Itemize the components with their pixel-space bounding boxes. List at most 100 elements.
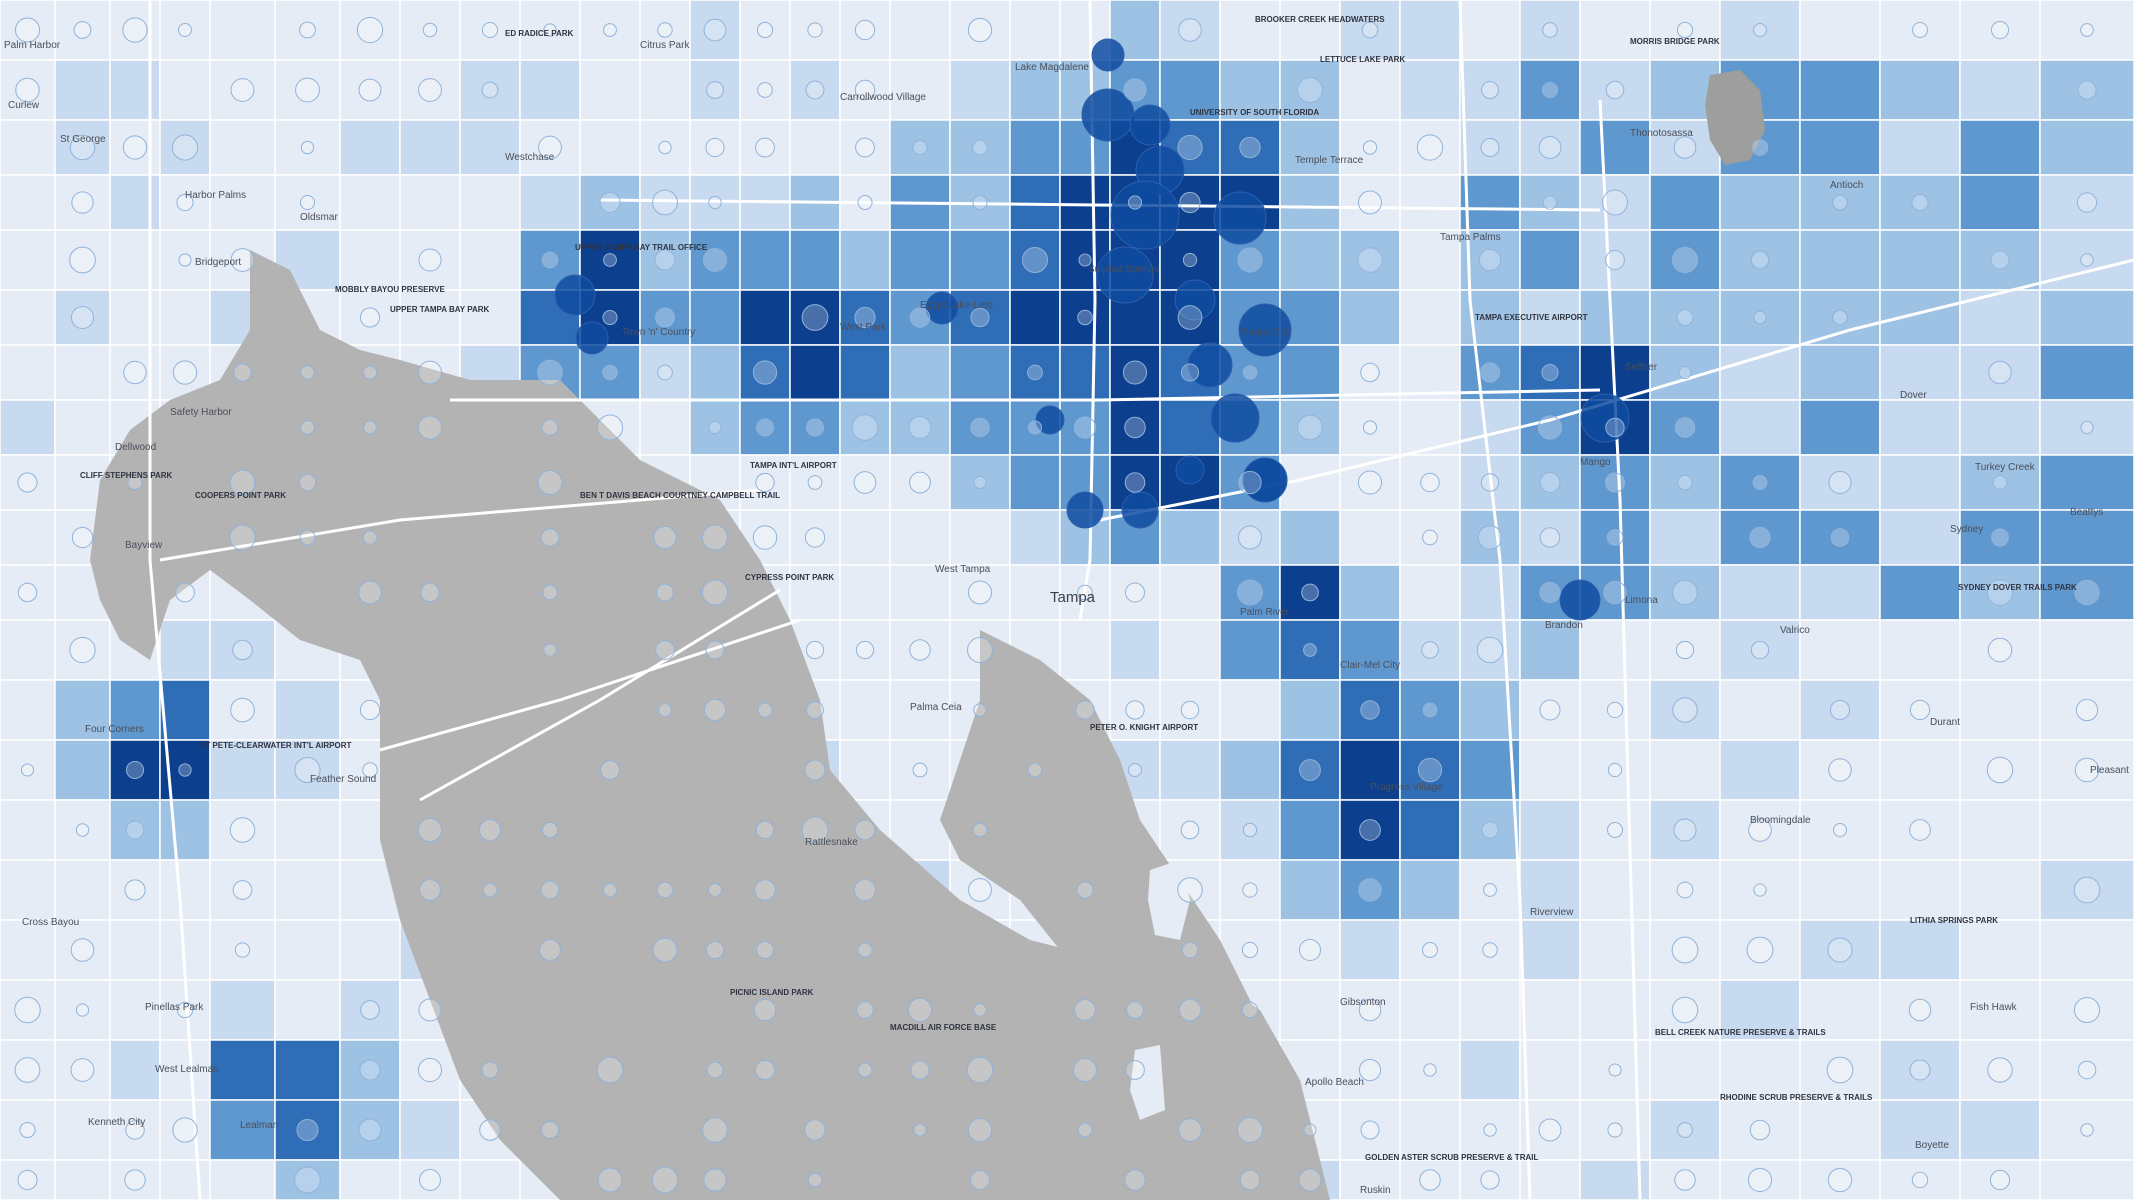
census-tract[interactable] — [399, 119, 461, 176]
bubble-marker[interactable] — [653, 525, 677, 550]
bubble-marker[interactable] — [1542, 22, 1558, 38]
census-tract[interactable] — [1879, 979, 1961, 1041]
bubble-marker[interactable] — [2077, 80, 2097, 100]
census-tract[interactable] — [1339, 0, 1401, 61]
bubble-marker[interactable] — [1911, 1171, 1929, 1189]
bubble-marker[interactable] — [909, 471, 931, 494]
bubble-marker[interactable] — [755, 472, 775, 493]
bubble-marker[interactable] — [1362, 420, 1378, 435]
bubble-marker[interactable] — [603, 23, 617, 37]
bubble-marker[interactable] — [1671, 246, 1699, 274]
bubble-marker[interactable] — [125, 1120, 145, 1140]
bubble-marker[interactable] — [1177, 305, 1203, 330]
bubble-marker[interactable] — [124, 879, 146, 901]
census-tract[interactable] — [1009, 454, 1061, 511]
census-tract[interactable] — [2039, 59, 2134, 121]
census-tract[interactable] — [1059, 289, 1111, 346]
bubble-marker[interactable] — [854, 306, 876, 329]
census-tract[interactable] — [159, 289, 211, 346]
census-tract[interactable] — [1339, 119, 1401, 176]
census-tract[interactable] — [1959, 174, 2041, 231]
bubble-marker[interactable] — [602, 309, 618, 326]
bubble-marker[interactable] — [1021, 246, 1049, 274]
bubble-marker[interactable] — [1361, 21, 1379, 39]
bubble-marker[interactable] — [70, 1058, 95, 1082]
bubble-marker[interactable] — [970, 1170, 990, 1190]
census-tract[interactable] — [739, 289, 791, 346]
census-tract[interactable] — [1879, 0, 1961, 61]
census-tract[interactable] — [839, 289, 891, 346]
bubble-marker[interactable] — [2074, 579, 2100, 606]
census-tract[interactable] — [339, 1039, 401, 1101]
bubble-marker[interactable] — [651, 1166, 679, 1194]
census-tract[interactable] — [1879, 289, 1961, 346]
census-tract[interactable] — [789, 344, 841, 401]
bubble-marker[interactable] — [70, 938, 95, 962]
census-tract[interactable] — [1339, 919, 1401, 981]
bubble-marker[interactable] — [122, 17, 148, 43]
census-tract[interactable] — [2039, 1039, 2134, 1101]
census-tract[interactable] — [1519, 509, 1581, 566]
bubble-marker[interactable] — [1539, 472, 1561, 493]
census-tract[interactable] — [0, 919, 56, 981]
census-tract[interactable] — [1799, 564, 1881, 621]
census-tract[interactable] — [274, 739, 341, 801]
census-tract[interactable] — [1579, 174, 1651, 231]
bubble-marker[interactable] — [417, 415, 443, 440]
census-tract[interactable] — [1799, 0, 1881, 61]
bubble-marker[interactable] — [801, 304, 829, 331]
bubble-marker[interactable] — [418, 248, 442, 272]
census-tract[interactable] — [1879, 619, 1961, 681]
bubble-marker[interactable] — [362, 762, 378, 778]
bubble-marker[interactable] — [1482, 942, 1498, 958]
bubble-marker[interactable] — [539, 939, 561, 961]
census-tract[interactable] — [1219, 619, 1281, 681]
census-tract[interactable] — [339, 289, 401, 346]
bubble-marker[interactable] — [1603, 580, 1627, 605]
census-tract[interactable] — [1219, 509, 1281, 566]
census-tract[interactable] — [1719, 739, 1801, 801]
bubble-marker[interactable] — [1127, 195, 1143, 210]
census-tract[interactable] — [1649, 1099, 1721, 1161]
census-tract[interactable] — [1009, 59, 1061, 121]
bubble-marker[interactable] — [17, 582, 38, 603]
bubble-marker[interactable] — [1124, 472, 1146, 493]
census-tract[interactable] — [109, 739, 161, 801]
census-tract[interactable] — [1399, 0, 1461, 61]
bubble-marker[interactable] — [757, 702, 773, 718]
bubble-marker[interactable] — [1986, 756, 2014, 784]
census-tract[interactable] — [1799, 344, 1881, 401]
bubble-marker[interactable] — [478, 818, 502, 842]
census-tract[interactable] — [209, 619, 276, 681]
bubble-marker[interactable] — [358, 78, 382, 102]
census-tract[interactable] — [54, 859, 111, 921]
census-tract[interactable] — [1799, 739, 1881, 801]
bubble-marker[interactable] — [1035, 405, 1065, 435]
bubble-marker[interactable] — [229, 817, 256, 843]
census-tract[interactable] — [949, 229, 1011, 291]
bubble-marker[interactable] — [1674, 417, 1696, 438]
bubble-marker[interactable] — [1178, 18, 1202, 42]
bubble-marker[interactable] — [596, 1056, 624, 1084]
bubble-marker[interactable] — [71, 191, 94, 214]
bubble-marker[interactable] — [419, 879, 441, 901]
bubble-marker[interactable] — [754, 1059, 776, 1081]
bubble-marker[interactable] — [1990, 20, 2010, 40]
bubble-marker[interactable] — [2080, 253, 2094, 267]
census-tract[interactable] — [159, 59, 211, 121]
census-tract[interactable] — [159, 619, 211, 681]
census-tract[interactable] — [274, 1039, 341, 1101]
census-tract[interactable] — [1879, 399, 1961, 456]
census-tract[interactable] — [1279, 619, 1341, 681]
census-tract[interactable] — [1519, 739, 1581, 801]
bubble-marker[interactable] — [856, 1001, 874, 1019]
bubble-marker[interactable] — [172, 1117, 198, 1143]
bubble-marker[interactable] — [1239, 136, 1261, 159]
bubble-marker[interactable] — [419, 1169, 441, 1191]
census-tract[interactable] — [1399, 1039, 1461, 1101]
bubble-marker[interactable] — [1241, 941, 1259, 959]
census-tract[interactable] — [0, 799, 56, 861]
bubble-marker[interactable] — [1608, 1063, 1622, 1077]
bubble-marker[interactable] — [229, 524, 256, 551]
bubble-marker[interactable] — [708, 883, 722, 897]
